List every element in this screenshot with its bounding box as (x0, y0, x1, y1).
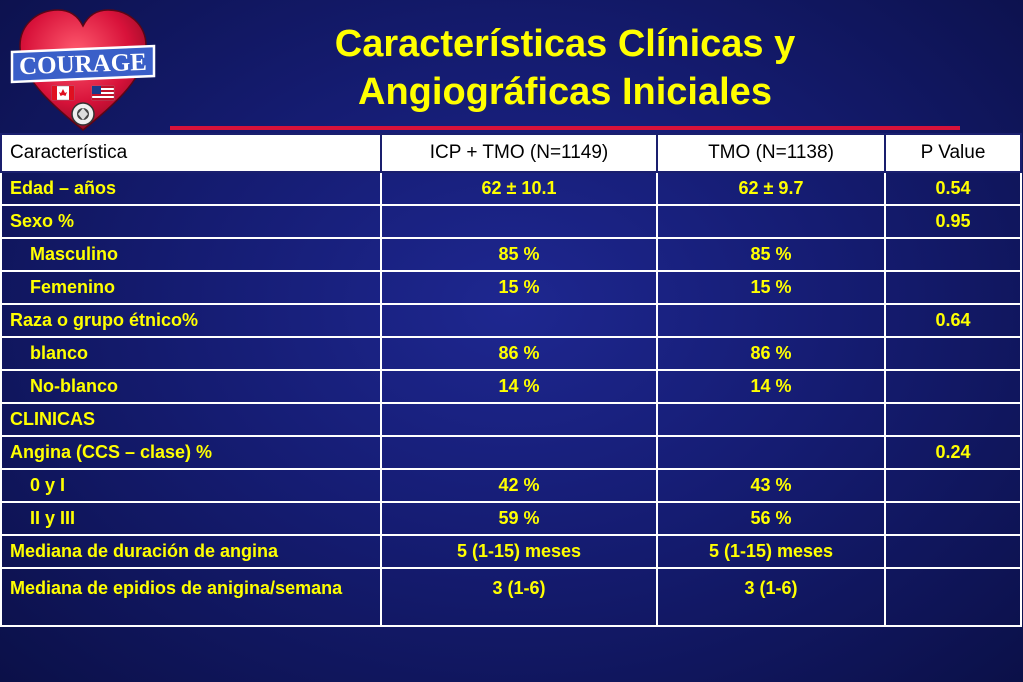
page-title: Características Clínicas y Angiográficas… (170, 20, 960, 116)
cell-icp (380, 402, 658, 437)
row-label: Mediana de epidios de anigina/semana (0, 567, 382, 627)
va-seal-icon (71, 102, 95, 126)
table-row: Mediana de duración de angina 5 (1-15) m… (0, 534, 1022, 569)
row-label: Edad – años (0, 171, 382, 206)
row-label: No-blanco (0, 369, 382, 404)
row-label: 0 y I (0, 468, 382, 503)
table-row: Raza o grupo étnico% 0.64 (0, 303, 1022, 338)
row-label: Angina (CCS – clase) % (0, 435, 382, 470)
courage-logo: COURAGE (8, 6, 158, 134)
row-label: Raza o grupo étnico% (0, 303, 382, 338)
header-p-value: P Value (884, 133, 1022, 173)
cell-icp (380, 435, 658, 470)
table-row: CLINICAS (0, 402, 1022, 437)
table-row: No-blanco 14 % 14 % (0, 369, 1022, 404)
cell-tmo (656, 402, 886, 437)
cell-p (884, 237, 1022, 272)
cell-p (884, 501, 1022, 536)
cell-p: 0.64 (884, 303, 1022, 338)
cell-tmo: 85 % (656, 237, 886, 272)
cell-tmo (656, 204, 886, 239)
cell-tmo: 56 % (656, 501, 886, 536)
cell-p (884, 567, 1022, 627)
cell-tmo: 14 % (656, 369, 886, 404)
cell-icp: 15 % (380, 270, 658, 305)
canada-flag-icon (51, 85, 75, 101)
cell-icp: 86 % (380, 336, 658, 371)
cell-icp: 42 % (380, 468, 658, 503)
cell-tmo: 43 % (656, 468, 886, 503)
cell-icp: 85 % (380, 237, 658, 272)
header-tmo: TMO (N=1138) (656, 133, 886, 173)
cell-tmo: 62 ± 9.7 (656, 171, 886, 206)
cell-icp: 5 (1-15) meses (380, 534, 658, 569)
title-line-1: Características Clínicas y (334, 23, 796, 65)
row-label: II y III (0, 501, 382, 536)
cell-p (884, 336, 1022, 371)
cell-p (884, 402, 1022, 437)
cell-icp: 62 ± 10.1 (380, 171, 658, 206)
table-row: Sexo % 0.95 (0, 204, 1022, 239)
table-row: Edad – años 62 ± 10.1 62 ± 9.7 0.54 (0, 171, 1022, 206)
title-divider (170, 126, 960, 130)
header-icp-tmo: ICP + TMO (N=1149) (380, 133, 658, 173)
cell-tmo: 3 (1-6) (656, 567, 886, 627)
cell-tmo: 5 (1-15) meses (656, 534, 886, 569)
cell-tmo: 15 % (656, 270, 886, 305)
table-header-row: Característica ICP + TMO (N=1149) TMO (N… (0, 133, 1022, 173)
heart-icon: COURAGE (10, 9, 156, 131)
logo-text: COURAGE (19, 49, 148, 80)
cell-p (884, 534, 1022, 569)
cell-tmo: 86 % (656, 336, 886, 371)
row-label: Sexo % (0, 204, 382, 239)
cell-icp: 14 % (380, 369, 658, 404)
cell-icp: 3 (1-6) (380, 567, 658, 627)
cell-icp (380, 204, 658, 239)
cell-tmo (656, 303, 886, 338)
usa-flag-icon (91, 85, 115, 101)
row-label: Femenino (0, 270, 382, 305)
row-label: blanco (0, 336, 382, 371)
cell-icp (380, 303, 658, 338)
row-label: Masculino (0, 237, 382, 272)
cell-p (884, 468, 1022, 503)
table-row: Masculino 85 % 85 % (0, 237, 1022, 272)
table-row: 0 y I 42 % 43 % (0, 468, 1022, 503)
table-row: blanco 86 % 86 % (0, 336, 1022, 371)
cell-p (884, 369, 1022, 404)
row-label: CLINICAS (0, 402, 382, 437)
header-characteristic: Característica (0, 133, 382, 173)
characteristics-table: Característica ICP + TMO (N=1149) TMO (N… (0, 133, 1022, 627)
row-label: Mediana de duración de angina (0, 534, 382, 569)
table-row: Mediana de epidios de anigina/semana 3 (… (0, 567, 1022, 627)
cell-p: 0.54 (884, 171, 1022, 206)
cell-icp: 59 % (380, 501, 658, 536)
table-row: II y III 59 % 56 % (0, 501, 1022, 536)
cell-tmo (656, 435, 886, 470)
cell-p: 0.24 (884, 435, 1022, 470)
title-line-2: Angiográficas Iniciales (358, 71, 772, 113)
table-row: Femenino 15 % 15 % (0, 270, 1022, 305)
table-row: Angina (CCS – clase) % 0.24 (0, 435, 1022, 470)
cell-p: 0.95 (884, 204, 1022, 239)
cell-p (884, 270, 1022, 305)
